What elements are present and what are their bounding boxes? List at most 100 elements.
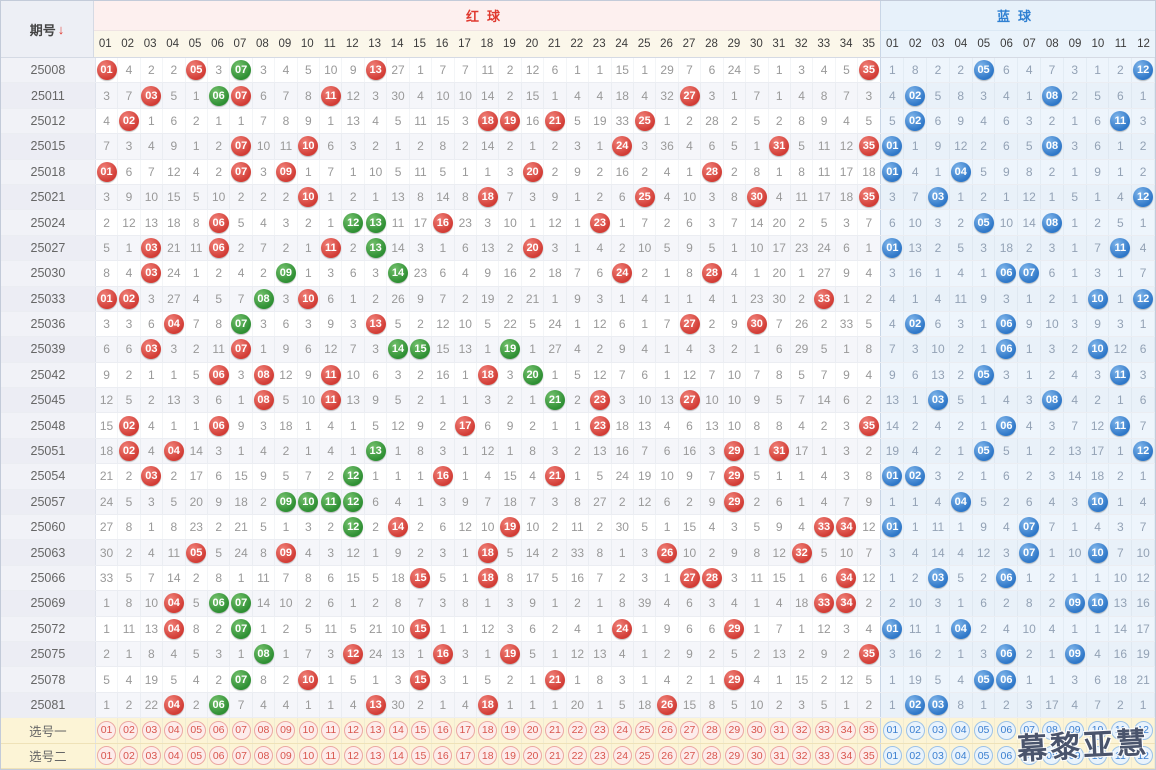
selectable-blue-number[interactable]: 01 — [882, 746, 902, 766]
selectable-red-number[interactable]: 11 — [321, 720, 341, 740]
selectable-blue-number[interactable]: 03 — [928, 720, 948, 740]
selectable-blue-number[interactable]: 11 — [1110, 746, 1130, 766]
selectable-red-number[interactable]: 23 — [590, 746, 610, 766]
selectable-red-number[interactable]: 09 — [276, 720, 296, 740]
selectable-red-number[interactable]: 05 — [186, 720, 206, 740]
selectable-red-number[interactable]: 12 — [343, 746, 363, 766]
selectable-red-number[interactable]: 31 — [769, 720, 789, 740]
selectable-red-number[interactable]: 26 — [657, 746, 677, 766]
selectable-red-number[interactable]: 04 — [164, 720, 184, 740]
selectable-red-number[interactable]: 29 — [724, 746, 744, 766]
selectable-red-number[interactable]: 05 — [186, 746, 206, 766]
selectable-red-number[interactable]: 21 — [545, 720, 565, 740]
selectable-blue-number[interactable]: 02 — [905, 746, 925, 766]
selectable-blue-number[interactable]: 05 — [974, 746, 994, 766]
selectable-red-number[interactable]: 28 — [702, 746, 722, 766]
selectable-blue-number[interactable]: 07 — [1019, 746, 1039, 766]
selectable-red-number[interactable]: 31 — [769, 746, 789, 766]
selectable-blue-number[interactable]: 04 — [951, 720, 971, 740]
period-column-header[interactable]: 期号 ↓ — [1, 1, 94, 58]
selectable-red-number[interactable]: 08 — [254, 720, 273, 740]
selectable-red-number[interactable]: 23 — [590, 720, 610, 740]
selectable-red-number[interactable]: 18 — [478, 720, 498, 740]
selectable-red-number[interactable]: 24 — [612, 720, 632, 740]
selectable-blue-number[interactable]: 03 — [928, 746, 948, 766]
selectable-red-number[interactable]: 24 — [612, 746, 632, 766]
selectable-red-number[interactable]: 27 — [680, 720, 700, 740]
selectable-red-number[interactable]: 26 — [657, 720, 677, 740]
selectable-red-number[interactable]: 22 — [567, 746, 587, 766]
number-cell: 3 — [791, 692, 814, 718]
red-ball: 13 — [365, 60, 386, 81]
selectable-blue-number[interactable]: 04 — [951, 746, 971, 766]
selectable-red-number[interactable]: 13 — [366, 720, 386, 740]
selectable-red-number[interactable]: 11 — [321, 746, 341, 766]
selectable-blue-number[interactable]: 02 — [905, 720, 925, 740]
selectable-red-number[interactable]: 32 — [792, 720, 812, 740]
selectable-blue-number[interactable]: 08 — [1042, 720, 1062, 740]
number-cell: 3 — [320, 540, 343, 565]
selectable-red-number[interactable]: 01 — [97, 746, 117, 766]
selectable-red-number[interactable]: 02 — [119, 720, 139, 740]
selectable-red-number[interactable]: 15 — [410, 720, 430, 740]
selectable-red-number[interactable]: 02 — [119, 746, 139, 766]
selectable-red-number[interactable]: 18 — [478, 746, 498, 766]
selectable-red-number[interactable]: 15 — [410, 746, 430, 766]
selectable-red-number[interactable]: 30 — [747, 720, 767, 740]
selectable-blue-number[interactable]: 12 — [1133, 720, 1153, 740]
selectable-blue-number[interactable]: 12 — [1133, 746, 1153, 766]
selectable-blue-number[interactable]: 10 — [1088, 746, 1108, 766]
selectable-red-number[interactable]: 17 — [455, 746, 475, 766]
selectable-blue-number[interactable]: 11 — [1110, 720, 1130, 740]
selectable-red-number[interactable]: 20 — [523, 720, 543, 740]
selectable-red-number[interactable]: 16 — [433, 720, 453, 740]
selectable-red-number[interactable]: 14 — [388, 720, 408, 740]
selectable-red-number[interactable]: 06 — [209, 746, 229, 766]
selectable-red-number[interactable]: 12 — [343, 720, 363, 740]
selectable-blue-number[interactable]: 09 — [1065, 720, 1085, 740]
selectable-red-number[interactable]: 03 — [141, 720, 161, 740]
selectable-red-number[interactable]: 06 — [209, 720, 229, 740]
selectable-blue-number[interactable]: 07 — [1019, 720, 1039, 740]
selectable-red-number[interactable]: 27 — [680, 746, 700, 766]
selectable-red-number[interactable]: 28 — [702, 720, 722, 740]
selectable-red-number[interactable]: 19 — [500, 720, 520, 740]
selectable-red-number[interactable]: 10 — [298, 720, 318, 740]
selectable-red-number[interactable]: 17 — [455, 720, 475, 740]
selectable-red-number[interactable]: 29 — [724, 720, 744, 740]
selectable-blue-number[interactable]: 10 — [1088, 720, 1108, 740]
selectable-red-number[interactable]: 25 — [635, 720, 655, 740]
selectable-red-number[interactable]: 21 — [545, 746, 565, 766]
selectable-red-number[interactable]: 01 — [97, 720, 117, 740]
selectable-red-number[interactable]: 07 — [231, 746, 251, 766]
selectable-red-number[interactable]: 07 — [231, 720, 251, 740]
selectable-red-number[interactable]: 34 — [836, 720, 856, 740]
omission-count: 1 — [305, 240, 312, 255]
selectable-red-number[interactable]: 08 — [254, 746, 273, 766]
selectable-red-number[interactable]: 33 — [814, 746, 834, 766]
selectable-red-number[interactable]: 35 — [859, 720, 879, 740]
omission-count: 39 — [638, 596, 652, 611]
selectable-red-number[interactable]: 03 — [141, 746, 161, 766]
selectable-blue-number[interactable]: 06 — [996, 746, 1016, 766]
selectable-red-number[interactable]: 19 — [500, 746, 520, 766]
selectable-blue-number[interactable]: 09 — [1065, 746, 1085, 766]
selectable-red-number[interactable]: 09 — [276, 746, 296, 766]
selectable-blue-number[interactable]: 01 — [882, 720, 902, 740]
selectable-red-number[interactable]: 34 — [836, 746, 856, 766]
selectable-red-number[interactable]: 35 — [859, 746, 879, 766]
selectable-red-number[interactable]: 22 — [567, 720, 587, 740]
selectable-red-number[interactable]: 16 — [433, 746, 453, 766]
selectable-red-number[interactable]: 13 — [366, 746, 386, 766]
selectable-red-number[interactable]: 32 — [792, 746, 812, 766]
selectable-red-number[interactable]: 30 — [747, 746, 767, 766]
selectable-red-number[interactable]: 04 — [164, 746, 184, 766]
selectable-red-number[interactable]: 33 — [814, 720, 834, 740]
selectable-red-number[interactable]: 14 — [388, 746, 408, 766]
selectable-blue-number[interactable]: 05 — [974, 720, 994, 740]
selectable-red-number[interactable]: 25 — [635, 746, 655, 766]
selectable-blue-number[interactable]: 08 — [1042, 746, 1062, 766]
selectable-red-number[interactable]: 10 — [298, 746, 318, 766]
selectable-blue-number[interactable]: 06 — [996, 720, 1016, 740]
selectable-red-number[interactable]: 20 — [523, 746, 543, 766]
